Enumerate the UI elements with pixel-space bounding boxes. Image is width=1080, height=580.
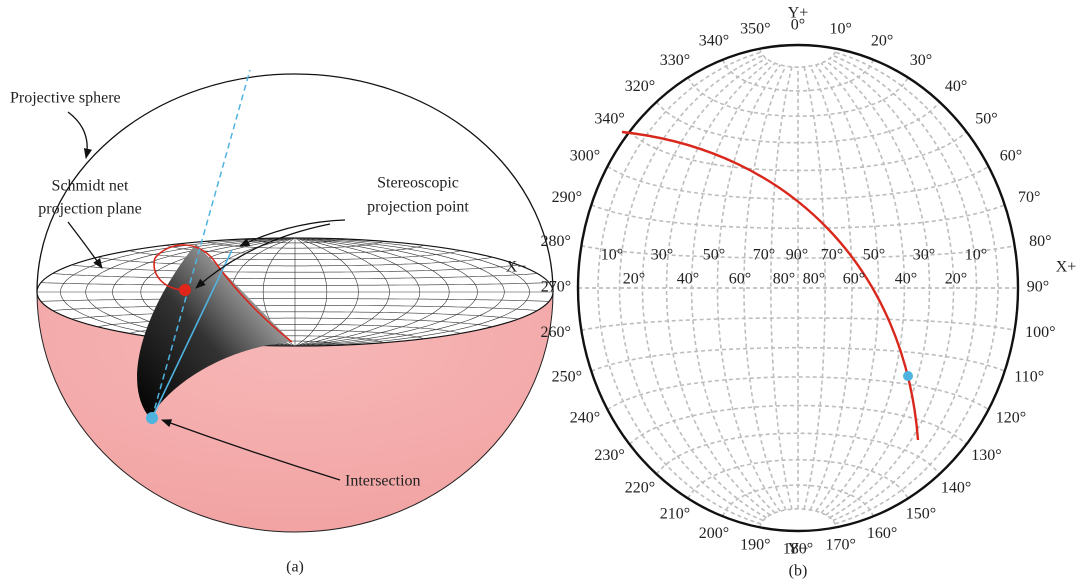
parallel xyxy=(760,509,836,527)
angle-label: 170° xyxy=(825,537,855,554)
latitude-label: 40° xyxy=(895,271,917,288)
latitude-label: 80° xyxy=(773,271,795,288)
angle-label: 50° xyxy=(975,110,997,127)
label: Projective sphere xyxy=(10,90,121,107)
angle-label: 70° xyxy=(1018,189,1040,206)
angle-label: 140° xyxy=(941,479,971,496)
angle-label: 290° xyxy=(552,189,582,206)
angle-label: 160° xyxy=(867,525,897,542)
angle-label: 280° xyxy=(540,233,570,250)
axis-label: X+ xyxy=(1056,259,1077,276)
meridian xyxy=(804,67,825,509)
meridian xyxy=(826,61,930,515)
axis-label: X− xyxy=(506,259,527,276)
caption: (b) xyxy=(789,563,808,580)
angle-label: 220° xyxy=(625,479,655,496)
angle-label: 110° xyxy=(1014,368,1044,385)
caption: (a) xyxy=(286,559,304,576)
angle-label: 0° xyxy=(791,17,805,34)
latitude-label: 60° xyxy=(843,271,865,288)
latitude-label: 50° xyxy=(703,247,725,264)
angle-label: 40° xyxy=(945,78,967,95)
intersection-point xyxy=(146,412,158,424)
label: projection point xyxy=(367,199,469,216)
angle-label: 240° xyxy=(570,410,600,427)
angle-label: 260° xyxy=(540,324,570,341)
latitude-label: 70° xyxy=(821,247,843,264)
latitude-label: 10° xyxy=(965,247,987,264)
angle-label: 210° xyxy=(660,506,690,523)
angle-label: 90° xyxy=(1027,279,1049,296)
latitude-label: 10° xyxy=(601,247,623,264)
angle-label: 330° xyxy=(660,52,690,69)
arrow xyxy=(68,112,87,158)
schmidt-net xyxy=(578,49,1018,528)
parallel xyxy=(657,433,940,474)
angle-label: 180° xyxy=(783,541,813,558)
latitude-label: 80° xyxy=(803,271,825,288)
latitude-label: 30° xyxy=(651,247,673,264)
angle-label: 120° xyxy=(996,410,1026,427)
angle-label: 230° xyxy=(594,447,624,464)
intersection-point xyxy=(903,371,913,381)
parallel xyxy=(760,49,836,67)
projection-point xyxy=(179,284,191,296)
latitude-label: 20° xyxy=(945,271,967,288)
latitude-label: 60° xyxy=(729,271,751,288)
angle-label: 190° xyxy=(740,537,770,554)
latitude-label: 20° xyxy=(623,271,645,288)
angle-label: 350° xyxy=(740,21,770,38)
label: Schmidt net xyxy=(52,178,129,195)
angle-label: 200° xyxy=(699,525,729,542)
parallel xyxy=(591,205,1004,228)
angle-label: 340° xyxy=(594,110,624,127)
label: Stereoscopic xyxy=(377,175,459,192)
angle-label: 10° xyxy=(829,21,851,38)
angle-label: 300° xyxy=(570,148,600,165)
latitude-label: 30° xyxy=(913,247,935,264)
angle-label: 80° xyxy=(1029,233,1051,250)
angle-label: 250° xyxy=(552,368,582,385)
angle-label: 30° xyxy=(910,52,932,69)
latitude-label: 90° xyxy=(786,247,808,264)
angle-label: 60° xyxy=(1000,148,1022,165)
angle-label: 320° xyxy=(625,78,655,95)
label: Intersection xyxy=(345,473,421,490)
page: {"panel_a": { "labels": { "projective_sp… xyxy=(0,0,1080,580)
panel-a: Projective sphere Schmidt net projection… xyxy=(10,70,553,576)
parallel xyxy=(688,78,908,117)
angle-label: 340° xyxy=(699,32,729,49)
panel-b: Y+ Y− X− X+ (b) 0°10°20°30°40°50°60°70°8… xyxy=(506,5,1077,580)
angle-label: 270° xyxy=(541,279,571,296)
latitude-label: 50° xyxy=(863,247,885,264)
angle-label: 150° xyxy=(906,506,936,523)
figure: Projective sphere Schmidt net projection… xyxy=(0,0,1080,580)
label: projection plane xyxy=(38,201,142,218)
latitude-label: 70° xyxy=(753,247,775,264)
angle-label: 20° xyxy=(871,32,893,49)
latitude-label: 40° xyxy=(677,271,699,288)
angle-label: 130° xyxy=(971,447,1001,464)
angle-label: 100° xyxy=(1025,324,1055,341)
